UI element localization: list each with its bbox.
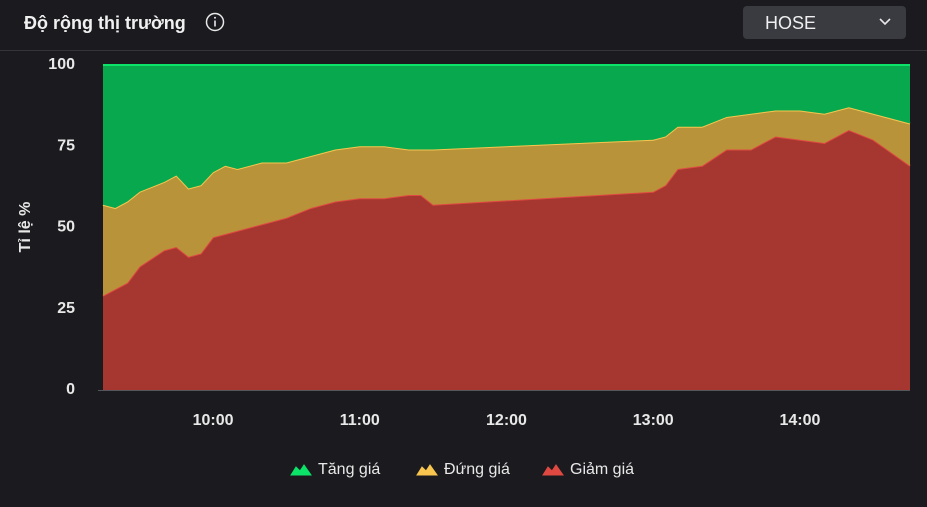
- legend-item: Tăng giá: [290, 461, 380, 478]
- x-tick-label: 12:00: [486, 412, 527, 429]
- x-tick-label: 14:00: [779, 412, 820, 429]
- y-tick-label: 0: [66, 381, 75, 398]
- chart: Tỉ lệ % 0 25 50 75 100 10:00 11:00 12:00 13:00 14…: [17, 56, 911, 478]
- area: [103, 107, 910, 296]
- y-axis-title: Tỉ lệ %: [17, 202, 34, 253]
- legend-label: Tăng giá: [318, 461, 380, 478]
- widget-title: Độ rộng thị trường: [24, 13, 186, 33]
- x-tick-label: 10:00: [193, 412, 234, 429]
- y-tick-label: 50: [57, 219, 75, 236]
- y-tick-label: 75: [57, 137, 75, 154]
- x-tick-label: 13:00: [633, 412, 674, 429]
- legend-label: Đứng giá: [444, 461, 510, 478]
- legend-icon: [290, 464, 312, 476]
- x-tick-label: 11:00: [340, 412, 380, 429]
- area: [103, 130, 910, 390]
- legend-icon: [542, 464, 564, 476]
- dropdown-value: HOSE: [765, 13, 817, 33]
- chevron-icon: [879, 18, 891, 26]
- legend-icon: [416, 464, 438, 476]
- legend-item: Giảm giá: [542, 461, 634, 478]
- info-icon[interactable]: [205, 12, 225, 32]
- y-tick-label: 100: [48, 56, 75, 73]
- exchange-dropdown[interactable]: HOSE: [743, 6, 906, 39]
- legend-item: Đứng giá: [416, 461, 510, 478]
- area: [103, 65, 910, 208]
- y-tick-label: 25: [57, 300, 75, 317]
- legend-label: Giảm giá: [570, 461, 634, 478]
- header: Độ rộng thị trường HOSE: [0, 0, 927, 51]
